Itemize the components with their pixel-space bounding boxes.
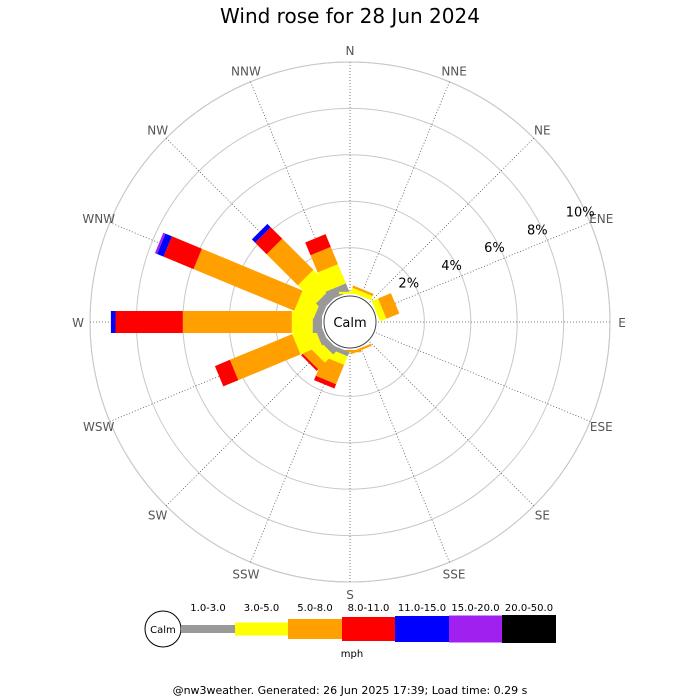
radial-tick-label-10: 10% bbox=[566, 206, 595, 221]
bar-wsw-bin-4 bbox=[214, 359, 239, 387]
bar-nnw-bin-4 bbox=[305, 234, 331, 256]
radial-tick-label-2: 2% bbox=[398, 277, 419, 292]
bar-nnw-bin-2 bbox=[317, 264, 346, 292]
legend-label-4: 8.0-11.0 bbox=[348, 603, 390, 614]
spoke-sse bbox=[360, 347, 450, 563]
bar-wnw-bin-3 bbox=[193, 248, 303, 311]
bar-nne-bin-2 bbox=[350, 287, 373, 301]
legend-label-1: 1.0-3.0 bbox=[190, 603, 225, 614]
bar-sw-bin-3 bbox=[302, 347, 325, 370]
legend-label-6: 15.0-20.0 bbox=[451, 603, 499, 614]
direction-label-wsw: WSW bbox=[83, 420, 114, 434]
direction-label-ne: NE bbox=[534, 124, 551, 138]
calm-circle bbox=[323, 295, 377, 349]
legend-units: mph bbox=[340, 649, 364, 660]
legend-swatch-5 bbox=[395, 616, 449, 642]
footer-text: @nw3weather. Generated: 26 Jun 2025 17:3… bbox=[172, 684, 528, 697]
legend-swatch-3 bbox=[288, 619, 342, 639]
legend-swatch-2 bbox=[235, 622, 288, 636]
legend-swatch-6 bbox=[449, 615, 502, 643]
bar-nw-bin-5 bbox=[251, 223, 271, 243]
legend-swatch-7 bbox=[502, 615, 556, 643]
radial-tick-label-6: 6% bbox=[484, 241, 505, 256]
calm-label: Calm bbox=[333, 316, 366, 331]
direction-label-e: E bbox=[618, 316, 626, 330]
direction-label-ssw: SSW bbox=[232, 567, 259, 581]
direction-label-sw: SW bbox=[148, 508, 168, 522]
bar-ene-bin-3 bbox=[378, 293, 400, 319]
legend-label-2: 3.0-5.0 bbox=[244, 603, 279, 614]
bar-nw-bin-2 bbox=[297, 269, 332, 304]
direction-label-wnw: WNW bbox=[82, 212, 115, 226]
legend-label-7: 20.0-50.0 bbox=[505, 603, 553, 614]
bar-sw-bin-4 bbox=[301, 353, 319, 371]
chart-title: Wind rose for 28 Jun 2024 bbox=[220, 4, 480, 28]
bar-wsw-bin-3 bbox=[229, 334, 301, 381]
bar-nne-bin-3 bbox=[352, 285, 374, 297]
bar-w-bin-5 bbox=[110, 311, 116, 333]
bar-w-bin-2 bbox=[291, 311, 313, 333]
bar-nnw-bin-1 bbox=[325, 283, 350, 301]
direction-label-s: S bbox=[346, 588, 354, 602]
direction-label-ese: ESE bbox=[590, 420, 613, 434]
legend-swatch-4 bbox=[342, 617, 395, 641]
legend-swatch-1 bbox=[181, 625, 235, 633]
radial-tick-label-4: 4% bbox=[441, 259, 462, 274]
direction-label-ene: ENE bbox=[589, 212, 613, 226]
bar-ene-bin-2 bbox=[371, 298, 387, 322]
legend-calm-label: Calm bbox=[150, 625, 176, 636]
spoke-se bbox=[369, 341, 535, 507]
bar-nnw-bin-3 bbox=[310, 246, 338, 273]
direction-label-se: SE bbox=[535, 508, 550, 522]
spoke-ne bbox=[369, 137, 535, 303]
spoke-nne bbox=[360, 81, 450, 297]
bar-n-bin-2 bbox=[339, 291, 361, 294]
bar-wnw-bin-6 bbox=[154, 232, 166, 254]
direction-label-sse: SSE bbox=[443, 567, 466, 581]
legend-label-3: 5.0-8.0 bbox=[297, 603, 332, 614]
direction-label-n: N bbox=[346, 44, 355, 58]
bar-ssw-bin-4 bbox=[314, 375, 337, 389]
direction-label-nnw: NNW bbox=[231, 65, 261, 79]
direction-label-w: W bbox=[72, 316, 84, 330]
direction-label-nw: NW bbox=[147, 124, 168, 138]
direction-label-nne: NNE bbox=[441, 65, 467, 79]
bar-wnw-bin-5 bbox=[157, 233, 172, 257]
legend-label-5: 11.0-15.0 bbox=[398, 603, 446, 614]
bar-nw-bin-4 bbox=[255, 227, 283, 255]
radial-tick-label-8: 8% bbox=[527, 223, 548, 238]
spoke-ene bbox=[375, 222, 591, 312]
bar-w-bin-3 bbox=[182, 311, 292, 333]
bar-nw-bin-3 bbox=[266, 238, 314, 286]
bar-w-bin-4 bbox=[115, 311, 183, 333]
spoke-ese bbox=[375, 332, 591, 422]
bar-wnw-bin-4 bbox=[163, 236, 202, 270]
